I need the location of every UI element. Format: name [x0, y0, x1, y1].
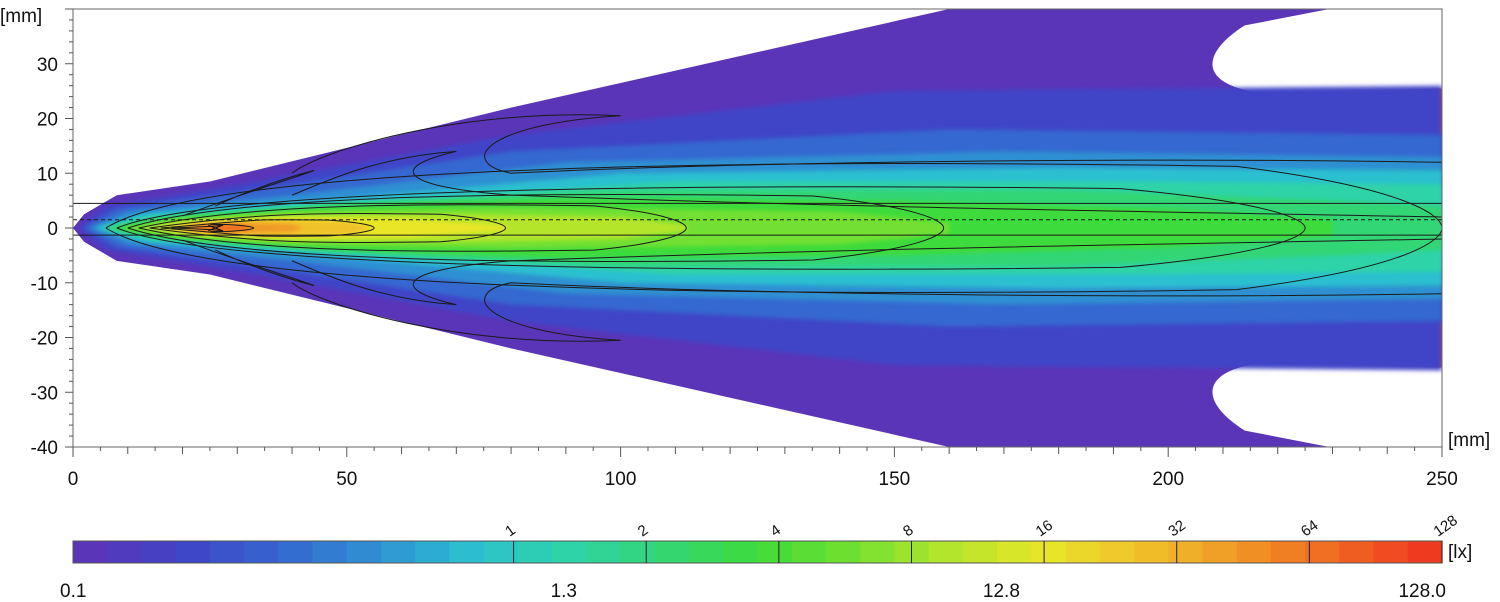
colorbar-level-label: 64	[1298, 517, 1321, 540]
x-axis-unit-label: [mm]	[1448, 430, 1490, 451]
colorbar-segment	[586, 541, 622, 563]
colorbar-segment	[1305, 541, 1340, 563]
colorbar-value-label: 12.8	[983, 581, 1020, 602]
colorbar-segment	[346, 541, 382, 563]
x-tick-label: 50	[336, 469, 357, 490]
colorbar-segment	[1236, 541, 1272, 563]
y-tick-label: -40	[31, 438, 58, 459]
y-tick-label: 30	[37, 55, 58, 76]
colorbar-segment	[1133, 541, 1169, 563]
colorbar-segment	[1168, 541, 1204, 563]
colorbar-segment	[1099, 541, 1135, 563]
colorbar-segment	[723, 541, 759, 563]
colorbar-value-label: 128.0	[1398, 581, 1446, 602]
colorbar-level-label: 16	[1033, 517, 1056, 540]
x-tick-label: 150	[879, 469, 911, 490]
contour-axial-4	[149, 213, 507, 243]
colorbar-segment	[1065, 541, 1101, 563]
contour-lobe-upper-b	[291, 150, 1442, 218]
colorbar-level-label: 32	[1165, 517, 1188, 540]
contour-axial-5	[160, 219, 375, 237]
x-tick-label: 100	[605, 469, 637, 490]
colorbar-level-label: 128	[1431, 512, 1461, 540]
colorbar-level-label: 4	[767, 522, 784, 541]
colorbar-segment	[552, 541, 587, 563]
colorbar-segment	[209, 541, 245, 563]
colorbar-segment	[1031, 541, 1067, 563]
colorbar-segment	[825, 541, 861, 563]
colorbar-segment	[757, 541, 793, 563]
colorbar-segment	[1270, 541, 1306, 563]
colorbar-value-label: 1.3	[551, 581, 577, 602]
colorbar-segment	[517, 541, 553, 563]
y-tick-label: 0	[47, 219, 58, 240]
heat-void-bottom	[1212, 359, 1442, 447]
colorbar-segment	[381, 541, 416, 563]
colorbar-segment	[860, 541, 895, 563]
contour-lobe-upper-a	[291, 114, 1442, 174]
contour-lobe-lower-c	[182, 239, 315, 286]
colorbar-segment	[107, 541, 143, 563]
colorbar-segment	[312, 541, 348, 563]
colorbar-legend: 1 2 4 8 16 32 64 128 0.1 1.3 12.8 128.0	[60, 512, 1461, 602]
contour-axial-2	[127, 193, 945, 263]
colorbar-segment	[1407, 541, 1443, 563]
colorbar-segment	[1373, 541, 1409, 563]
colorbar-segment	[997, 541, 1032, 563]
colorbar-segment	[620, 541, 656, 563]
colorbar-segment	[449, 541, 485, 563]
colorbar-segment	[141, 541, 177, 563]
colorbar-segment	[73, 541, 108, 563]
colorbar-segment	[244, 541, 279, 563]
contour-axial-6	[171, 223, 255, 233]
colorbar-segment	[415, 541, 451, 563]
y-tick-label: -30	[31, 383, 58, 404]
colorbar-segment	[791, 541, 827, 563]
colorbar-segment	[483, 541, 519, 563]
contour-lobe-lower-b	[291, 238, 1442, 306]
colorbar-segment	[1339, 541, 1375, 563]
y-tick-label: -20	[31, 329, 58, 350]
contour-axial-0	[105, 163, 1442, 293]
colorbar-segment	[962, 541, 998, 563]
x-tick-label: 250	[1426, 469, 1458, 490]
colorbar-value-label: 0.1	[60, 581, 86, 602]
colorbar-level-label: 1	[502, 522, 519, 541]
x-tick-label: 0	[68, 469, 79, 490]
colorbar-segment	[689, 541, 724, 563]
colorbar-level-label: 2	[635, 522, 652, 541]
peak-marker-b	[208, 224, 223, 232]
colorbar-level-label: 8	[900, 522, 917, 541]
contour-axial-1	[116, 186, 1306, 270]
x-tick-label: 200	[1152, 469, 1184, 490]
contour-lines	[73, 114, 1442, 342]
colorbar-unit-label: [lx]	[1448, 542, 1472, 563]
colorbar-segment	[175, 541, 211, 563]
colorbar-segment	[654, 541, 690, 563]
x-axis: 0 50 100 150 200 250	[68, 447, 1458, 490]
colorbar-segment	[928, 541, 964, 563]
contour-lobe-lower-a	[291, 282, 1442, 342]
y-tick-label: -10	[31, 274, 58, 295]
y-axis-unit-label: [mm]	[0, 6, 42, 27]
colorbar-segment	[278, 541, 314, 563]
colorbar-segment	[1202, 541, 1238, 563]
illuminance-heatmap	[73, 9, 1442, 447]
contour-lobe-upper-c	[182, 170, 315, 217]
heat-void-top	[1212, 9, 1442, 97]
contour-axial-3	[138, 204, 687, 252]
y-tick-label: 20	[37, 110, 58, 131]
y-tick-label: 10	[37, 164, 58, 185]
y-axis: 30 20 10 0 -10 -20 -30 -40	[31, 8, 73, 459]
